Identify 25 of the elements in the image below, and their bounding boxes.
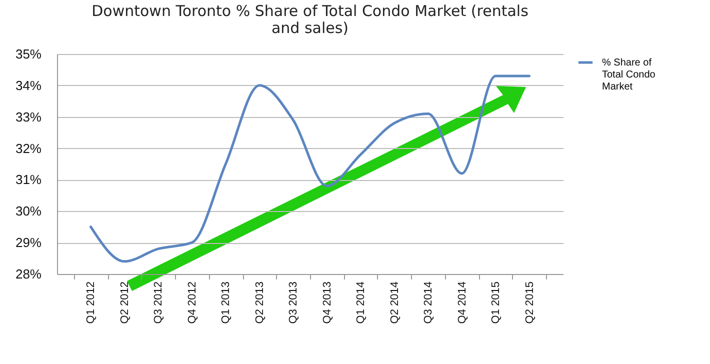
x-tick-label: Q1 2015 xyxy=(490,282,502,324)
x-tick-label: Q1 2013 xyxy=(220,282,232,324)
line-series xyxy=(89,74,531,263)
x-tick-label: Q4 2013 xyxy=(321,282,334,324)
x-tick-label: Q2 2012 xyxy=(118,282,131,324)
y-tick-label: 35% xyxy=(15,46,42,62)
y-tick-label: 32% xyxy=(15,140,42,156)
chart-title: Downtown Toronto % Share of Total Condo Market (rentals and sales) xyxy=(92,2,529,37)
x-tick-label: Q3 2013 xyxy=(288,282,300,324)
y-tick-label: 28% xyxy=(15,266,42,282)
x-tick-label: Q4 2014 xyxy=(456,282,468,324)
x-tick-label: Q3 2014 xyxy=(422,282,435,324)
y-tick-label: 30% xyxy=(15,204,42,219)
x-tick-label: Q4 2012 xyxy=(186,282,198,324)
y-tick-label: 29% xyxy=(15,235,42,250)
x-tick-label: Q2 2013 xyxy=(254,282,266,324)
x-tick-label: Q1 2014 xyxy=(355,282,368,324)
x-tick-label: Q1 2012 xyxy=(85,282,98,324)
x-tick-label: Q3 2012 xyxy=(152,282,165,324)
y-tick-label: 33% xyxy=(15,109,42,124)
y-tick-label: 34% xyxy=(15,78,42,93)
x-tick-label: Q2 2014 xyxy=(388,282,401,324)
x-tick-label: Q2 2015 xyxy=(524,282,536,324)
y-tick-label: 31% xyxy=(15,172,42,188)
legend-label: % Share of Total Condo Market xyxy=(602,58,656,92)
